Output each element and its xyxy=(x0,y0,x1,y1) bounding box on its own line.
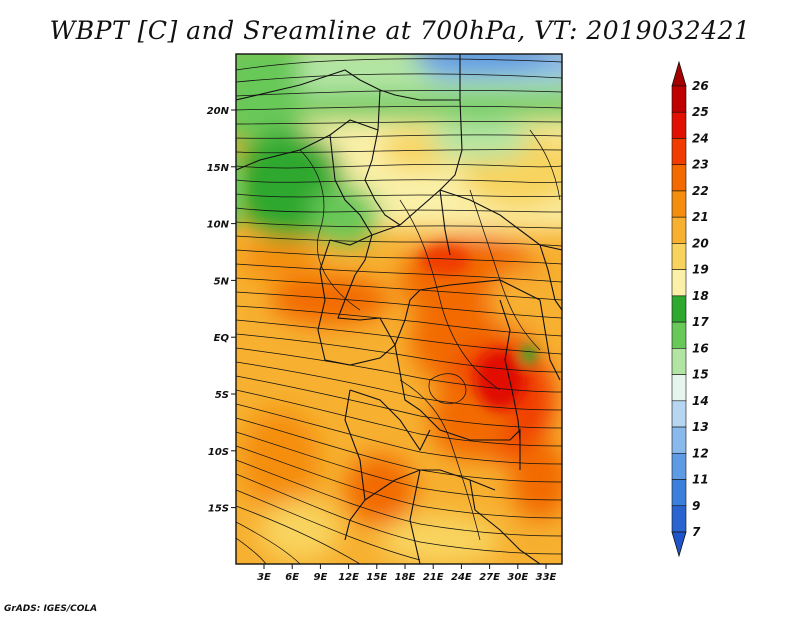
colorbar-bin xyxy=(671,138,687,166)
colorbar-label: 20 xyxy=(692,236,709,250)
credit-text: GrADS: IGES/COLA xyxy=(4,604,98,614)
colorbar-label: 18 xyxy=(692,289,709,303)
colorbar-bin xyxy=(671,400,687,428)
lon-tick-label: 24E xyxy=(451,572,472,583)
colorbar-label: 22 xyxy=(692,184,709,198)
lat-tick-label: 15S xyxy=(208,504,229,515)
colorbar-bin xyxy=(671,321,687,349)
colorbar-label: 13 xyxy=(692,420,709,434)
colorbar-label: 17 xyxy=(692,315,709,329)
lat-tick-label: EQ xyxy=(214,333,230,344)
colorbar-label: 16 xyxy=(692,341,709,355)
lon-tick-label: 18E xyxy=(395,572,416,583)
colorbar-bin xyxy=(671,426,687,454)
streamlines xyxy=(236,58,562,564)
colorbar-bin xyxy=(671,269,687,297)
colorbar-bin xyxy=(671,190,687,218)
colorbar-label: 15 xyxy=(692,368,709,382)
lon-tick-label: 27E xyxy=(479,572,500,583)
colorbar-label: 26 xyxy=(692,79,709,93)
colorbar-bin xyxy=(671,348,687,375)
colorbar-label: 23 xyxy=(692,158,709,172)
colorbar-bin xyxy=(671,111,687,139)
lon-tick-label: 30E xyxy=(507,572,528,583)
latitude-axis: 20N 15N 10N 5N EQ 5S 10S 15S xyxy=(207,106,236,515)
colorbar-bin xyxy=(671,452,687,480)
map-frame xyxy=(235,53,563,565)
colorbar-label: 11 xyxy=(692,473,709,487)
colorbar-bin xyxy=(671,216,687,244)
lat-tick-label: 10S xyxy=(208,447,229,458)
lon-tick-label: 33E xyxy=(536,572,557,583)
colorbar-bin xyxy=(671,243,687,270)
colorbar-bin xyxy=(671,505,687,533)
country-borders xyxy=(236,54,562,564)
colorbar-bottom-triangle xyxy=(671,531,687,558)
colorbar-label: 12 xyxy=(692,446,709,460)
colorbar-label: 25 xyxy=(692,105,709,119)
lat-tick-label: 15N xyxy=(207,163,230,174)
lon-tick-label: 6E xyxy=(285,572,299,583)
colorbar-label: 9 xyxy=(692,499,700,513)
colorbar-label: 24 xyxy=(692,131,709,145)
colorbar: 26 25 24 23 22 21 20 19 18 17 16 15 14 13 12 11 9 7 xyxy=(671,60,709,558)
colorbar-label: 14 xyxy=(692,394,709,408)
wbpt-shaded-field xyxy=(236,54,562,564)
colorbar-label: 21 xyxy=(692,210,709,224)
colorbar-label: 7 xyxy=(692,525,701,539)
longitude-axis: 3E 6E 9E 12E 15E 18E 21E 24E 27E 30E 33E xyxy=(257,564,557,583)
colorbar-bin xyxy=(671,479,687,507)
colorbar-bin xyxy=(671,295,687,323)
lat-tick-label: 5N xyxy=(214,276,230,287)
colorbar-bin xyxy=(671,85,687,113)
lon-tick-label: 15E xyxy=(366,572,387,583)
colorbar-bin xyxy=(671,374,687,402)
lat-tick-label: 5S xyxy=(215,390,229,401)
lat-tick-label: 10N xyxy=(207,220,230,231)
lon-tick-label: 3E xyxy=(257,572,271,583)
lon-tick-label: 9E xyxy=(314,572,328,583)
colorbar-label: 19 xyxy=(692,263,709,277)
colorbar-bin xyxy=(671,164,687,192)
lon-tick-label: 21E xyxy=(423,572,444,583)
chart-title: WBPT [C] and Sreamline at 700hPa, VT: 20… xyxy=(49,16,751,45)
lon-tick-label: 12E xyxy=(338,572,359,583)
lat-tick-label: 20N xyxy=(207,106,230,117)
colorbar-top-triangle xyxy=(671,60,687,87)
